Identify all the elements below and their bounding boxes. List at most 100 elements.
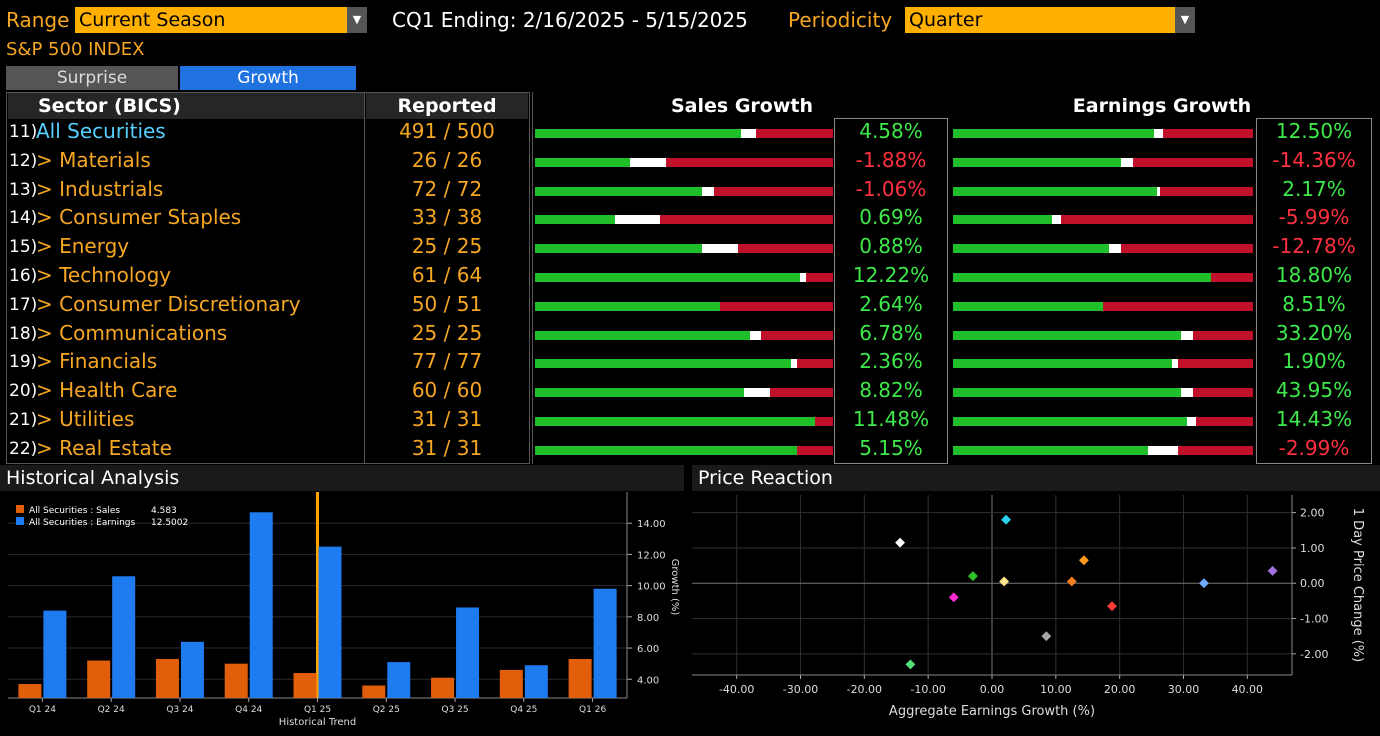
sales-growth-value: 2.36% <box>859 349 923 374</box>
table-row[interactable]: 16) > Technology 61 / 64 12.22% 18.80% <box>0 262 1380 291</box>
earnings-bar[interactable] <box>387 662 411 698</box>
row-number[interactable]: 11) <box>9 122 38 142</box>
sales-bar[interactable] <box>87 660 111 698</box>
table-row[interactable]: 22) > Real Estate 31 / 31 5.15% -2.99% <box>0 435 1380 464</box>
sector-name[interactable]: All Securities <box>36 119 166 143</box>
legend-sales-value: 4.583 <box>151 506 177 516</box>
row-number[interactable]: 18) <box>9 323 38 344</box>
sector-name[interactable]: > Energy <box>36 234 130 259</box>
row-number[interactable]: 17) <box>9 294 38 315</box>
scatter-point[interactable] <box>1001 514 1011 525</box>
sector-name[interactable]: > Financials <box>36 349 158 374</box>
sector-name[interactable]: > Industrials <box>36 176 164 201</box>
sales-growth-bar <box>535 215 833 225</box>
sales-growth-bar <box>535 129 833 138</box>
sector-name[interactable]: > Consumer Discretionary <box>36 291 301 316</box>
earnings-bar[interactable] <box>249 512 273 698</box>
scatter-point[interactable] <box>1066 576 1077 587</box>
scatter-point[interactable] <box>999 576 1010 587</box>
sales-growth-bar <box>535 244 833 254</box>
table-row[interactable]: 15) > Energy 25 / 25 0.88% -12.78% <box>0 233 1380 262</box>
x-tick-label: Q3 25 <box>441 705 468 715</box>
earnings-bar[interactable] <box>593 588 617 698</box>
price-reaction-chart[interactable]: -40.00 -30.00 -20.00 -10.00 0.00 10.00 20.00 30… <box>692 492 1380 736</box>
historical-chart[interactable]: 4.00 6.00 8.00 10.00 12.00 14.00 Q1 24 Q2 24 Q3 … <box>0 492 684 736</box>
table-row[interactable]: 11) All Securities 491 / 500 4.58% 12.50% <box>0 118 1380 147</box>
sector-name[interactable]: > Materials <box>36 147 151 172</box>
table-row[interactable]: 17) > Consumer Discretionary 50 / 51 2.64% 8… <box>0 291 1380 320</box>
earnings-bar[interactable] <box>524 665 548 698</box>
total-value: 25 <box>456 320 483 345</box>
bar-green-fill <box>535 273 801 282</box>
scatter-point[interactable] <box>1078 555 1089 566</box>
row-number[interactable]: 19) <box>9 352 38 373</box>
sector-name[interactable]: > Utilities <box>36 407 135 431</box>
sales-bar[interactable] <box>362 685 386 698</box>
sales-bar[interactable] <box>155 658 179 698</box>
row-number[interactable]: 16) <box>9 266 38 286</box>
sector-name[interactable]: > Technology <box>36 263 172 287</box>
earnings-growth-bar <box>953 215 1253 225</box>
reported-value: 491 <box>399 119 438 143</box>
range-dropdown[interactable]: Current Season <box>75 7 347 33</box>
scatter-point[interactable] <box>905 659 916 670</box>
sales-growth-value: 8.82% <box>859 378 923 403</box>
x-axis-title: Historical Trend <box>279 717 356 728</box>
reported-value: 31 <box>411 435 438 460</box>
scatter-point[interactable] <box>1107 601 1117 612</box>
sales-bar[interactable] <box>568 658 592 698</box>
total-value: 26 <box>456 147 483 172</box>
earnings-bar[interactable] <box>456 607 480 698</box>
sales-bar[interactable] <box>224 663 248 698</box>
row-number[interactable]: 14) <box>9 208 38 229</box>
row-number[interactable]: 13) <box>9 179 38 200</box>
separator: / <box>437 119 457 143</box>
sales-bar[interactable] <box>18 683 42 698</box>
sector-name[interactable]: > Communications <box>36 320 228 345</box>
earnings-bar[interactable] <box>318 546 342 698</box>
earnings-bar[interactable] <box>112 576 136 698</box>
x-tick-label: Q2 25 <box>373 705 400 715</box>
scatter-point[interactable] <box>967 571 978 582</box>
sector-name[interactable]: > Consumer Staples <box>36 205 242 230</box>
tab-growth[interactable]: Growth <box>180 66 356 90</box>
sector-name[interactable]: > Health Care <box>36 378 178 403</box>
table-row[interactable]: 13) > Industrials 72 / 72 -1.06% 2.17% <box>0 176 1380 205</box>
sector-name[interactable]: > Real Estate <box>36 435 172 460</box>
periodicity-dropdown[interactable]: Quarter <box>905 7 1175 33</box>
periodicity-dropdown-chevron-icon[interactable]: ▼ <box>1175 7 1195 33</box>
reported-count: 26 / 26 <box>366 148 528 172</box>
sales-bar[interactable] <box>499 669 523 698</box>
scatter-point[interactable] <box>895 537 906 548</box>
table-row[interactable]: 12) > Materials 26 / 26 -1.88% -14.36% <box>0 147 1380 176</box>
sales-bar[interactable] <box>431 677 455 698</box>
header-sector[interactable]: Sector (BICS) <box>8 93 364 119</box>
header-sales-growth[interactable]: Sales Growth <box>670 95 813 117</box>
earnings-bar[interactable] <box>43 610 67 698</box>
bar-green-fill <box>535 388 744 398</box>
periodicity-label: Periodicity <box>788 8 893 32</box>
row-number[interactable]: 22) <box>9 438 38 459</box>
tab-surprise[interactable]: Surprise <box>6 66 178 90</box>
scatter-point[interactable] <box>1198 578 1209 589</box>
header-reported[interactable]: Reported <box>366 93 528 119</box>
table-row[interactable]: 14) > Consumer Staples 33 / 38 0.69% -5.99% <box>0 204 1380 233</box>
table-row[interactable]: 21) > Utilities 31 / 31 11.48% 14.43% <box>0 406 1380 435</box>
earnings-bar[interactable] <box>180 641 204 698</box>
row-number[interactable]: 21) <box>9 410 38 430</box>
range-dropdown-chevron-icon[interactable]: ▼ <box>347 7 367 33</box>
separator: / <box>437 291 457 316</box>
table-row[interactable]: 20) > Health Care 60 / 60 8.82% 43.95% <box>0 377 1380 406</box>
scatter-point[interactable] <box>1041 631 1052 642</box>
row-number[interactable]: 12) <box>9 150 38 171</box>
row-number[interactable]: 20) <box>9 381 38 402</box>
sales-bar[interactable] <box>293 673 317 698</box>
table-row[interactable]: 19) > Financials 77 / 77 2.36% 1.90% <box>0 348 1380 377</box>
row-number[interactable]: 15) <box>9 237 38 258</box>
y-tick-label: 14.00 <box>637 519 666 530</box>
scatter-point[interactable] <box>1267 565 1278 576</box>
table-row[interactable]: 18) > Communications 25 / 25 6.78% 33.20% <box>0 320 1380 349</box>
scatter-point[interactable] <box>948 592 959 603</box>
bar-green-fill <box>535 359 792 369</box>
header-earnings-growth[interactable]: Earnings Growth <box>1072 95 1252 117</box>
